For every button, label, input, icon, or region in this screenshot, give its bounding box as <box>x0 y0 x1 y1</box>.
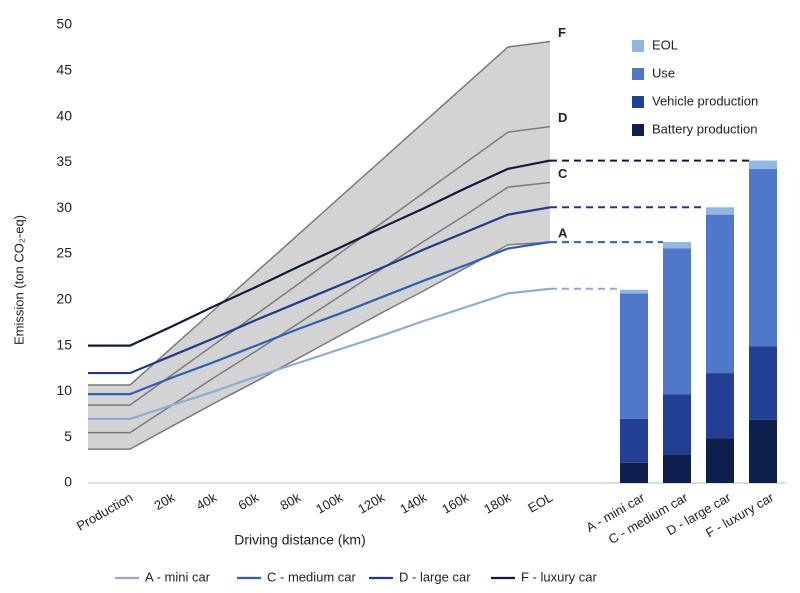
y-tick-label: 10 <box>56 382 72 398</box>
y-tick-label: 35 <box>56 153 72 169</box>
legend-swatch <box>632 96 644 108</box>
bar-segment <box>749 346 777 420</box>
legend-label: A - mini car <box>145 569 211 584</box>
x-tick-label: Production <box>74 490 135 534</box>
bound-label: F <box>558 25 566 40</box>
x-tick-label: 40k <box>194 489 220 513</box>
legend-label: C - medium car <box>267 569 357 584</box>
bound-label: D <box>558 110 567 125</box>
series-line <box>88 159 551 347</box>
y-tick-label: 0 <box>64 474 72 490</box>
x-tick-label: 80k <box>278 489 304 513</box>
legend-swatch <box>632 68 644 80</box>
y-tick-label: 25 <box>56 245 72 261</box>
bar-segment <box>620 293 648 419</box>
series-line <box>88 287 551 420</box>
bar-segment <box>749 160 777 169</box>
x-tick-label: 60k <box>236 489 262 513</box>
legend-label: Battery production <box>652 121 758 136</box>
x-tick-label: 20k <box>152 489 178 513</box>
y-tick-label: 15 <box>56 336 72 352</box>
bar-segment <box>706 373 734 439</box>
bar-segment <box>663 242 691 249</box>
bound-label: A <box>558 226 568 241</box>
x-tick-label: 160k <box>439 489 471 516</box>
legend-label: Vehicle production <box>652 93 758 108</box>
y-tick-label: 50 <box>56 16 72 32</box>
bar-segment <box>620 462 648 483</box>
bar-segment <box>706 438 734 483</box>
series-line <box>88 241 551 396</box>
bar-segment <box>663 248 691 395</box>
x-tick-label: 100k <box>313 489 345 516</box>
range-band <box>88 41 550 450</box>
x-tick-label: EOL <box>525 490 555 516</box>
bar-segment <box>663 454 691 483</box>
bar-segment <box>620 418 648 463</box>
y-tick-label: 30 <box>56 199 72 215</box>
bar-segment <box>749 419 777 483</box>
legend-label: F - luxury car <box>521 569 598 584</box>
bound-line <box>88 241 551 450</box>
y-tick-label: 20 <box>56 291 72 307</box>
y-axis-label: Emission (ton CO₂-eq) <box>11 215 26 345</box>
bar-segment <box>706 207 734 215</box>
x-axis-label: Driving distance (km) <box>234 532 365 548</box>
bound-line <box>88 181 551 434</box>
bar-segment <box>706 214 734 374</box>
x-tick-label: 120k <box>355 489 387 516</box>
bound-line <box>88 40 551 386</box>
legend-swatch <box>632 40 644 52</box>
bar-segment <box>620 289 648 294</box>
bar-segment <box>663 394 691 455</box>
legend-label: Use <box>652 65 675 80</box>
x-tick-label: 180k <box>481 489 513 516</box>
x-tick-label: 140k <box>397 489 429 516</box>
bar-segment <box>749 168 777 347</box>
y-tick-label: 40 <box>56 107 72 123</box>
bound-label: C <box>558 166 568 181</box>
legend-label: D - large car <box>399 569 471 584</box>
y-tick-label: 45 <box>56 62 72 78</box>
y-tick-label: 5 <box>64 428 72 444</box>
series-line <box>88 206 551 375</box>
legend-swatch <box>632 124 644 136</box>
legend-label: EOL <box>652 37 678 52</box>
